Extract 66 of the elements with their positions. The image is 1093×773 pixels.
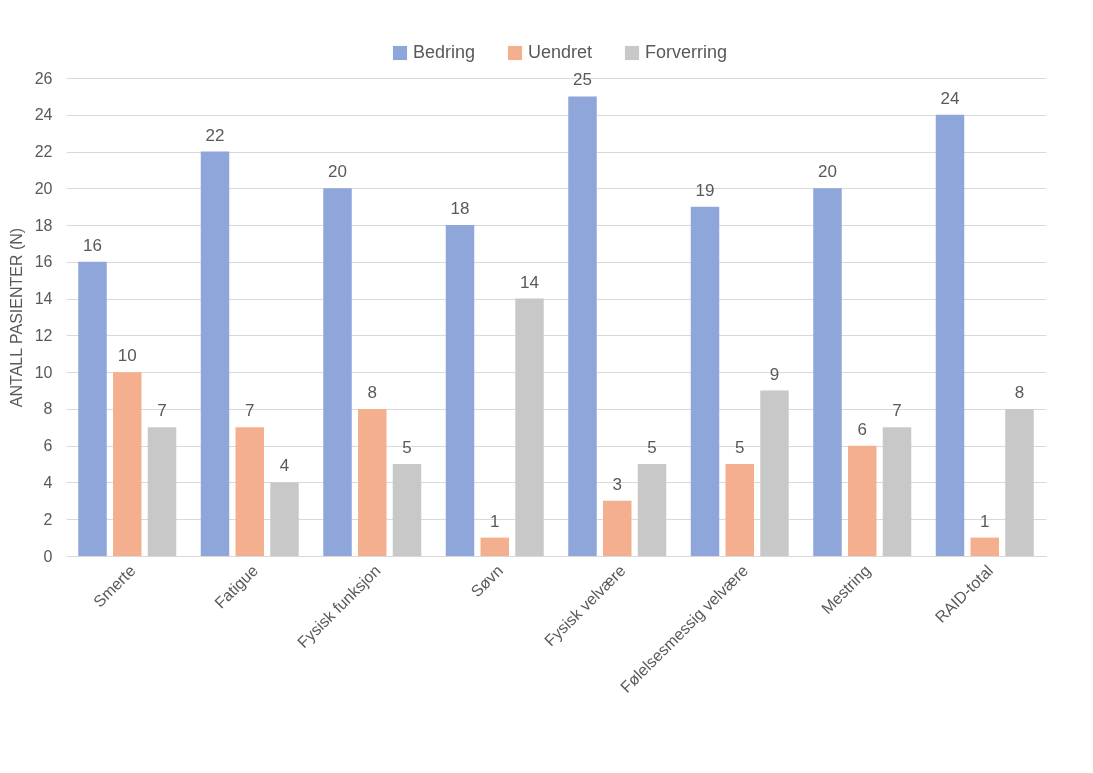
bar — [445, 225, 475, 556]
y-tick-label: 20 — [34, 179, 53, 197]
y-tick-label: 4 — [43, 473, 53, 491]
data-label: 4 — [279, 456, 290, 476]
data-label: 24 — [940, 88, 960, 108]
data-label: 20 — [328, 162, 347, 182]
bar — [113, 372, 142, 556]
y-axis-title: ANTALL PASIENTER (N) — [7, 227, 25, 408]
bar — [848, 445, 877, 556]
data-label: 19 — [695, 180, 715, 200]
y-tick-label: 0 — [43, 547, 53, 565]
bar — [813, 188, 842, 556]
bar — [882, 427, 912, 556]
data-label: 8 — [367, 382, 377, 402]
data-label: 16 — [83, 235, 102, 255]
legend-label: Uendret — [528, 42, 593, 62]
bar — [1005, 408, 1034, 556]
y-tick-label: 6 — [43, 437, 53, 455]
legend-label: Forverring — [645, 42, 728, 62]
data-label: 5 — [735, 438, 745, 458]
bar — [935, 114, 965, 556]
y-tick-label: 22 — [34, 143, 53, 161]
data-label: 5 — [402, 438, 412, 458]
data-label: 25 — [573, 70, 592, 90]
bar — [568, 96, 597, 556]
data-label: 20 — [818, 162, 837, 182]
data-label: 6 — [857, 419, 867, 439]
y-tick-label: 18 — [34, 216, 53, 234]
bar — [480, 537, 509, 556]
bar — [323, 188, 352, 556]
data-label: 9 — [769, 364, 780, 384]
data-label: 1 — [490, 511, 500, 531]
legend-label: Bedring — [413, 42, 476, 62]
y-tick-label: 24 — [34, 106, 53, 124]
data-label: 22 — [205, 125, 225, 145]
bar — [970, 537, 999, 556]
bar — [358, 408, 387, 556]
data-label: 14 — [520, 272, 539, 292]
y-tick-label: 8 — [43, 400, 53, 418]
bar — [760, 390, 789, 556]
y-tick-label: 10 — [34, 363, 53, 381]
bar — [78, 261, 107, 556]
y-tick-label: 16 — [34, 253, 53, 271]
bar — [515, 298, 544, 556]
data-label: 7 — [892, 401, 902, 421]
bar — [147, 427, 177, 556]
data-label: 3 — [612, 474, 622, 494]
bar — [200, 151, 230, 556]
bar — [392, 464, 422, 556]
data-label: 7 — [157, 401, 167, 421]
bar — [235, 427, 264, 556]
data-label: 18 — [450, 199, 470, 219]
bar — [725, 464, 754, 556]
y-tick-label: 14 — [34, 290, 53, 308]
y-tick-label: 12 — [34, 326, 53, 344]
bar — [690, 206, 720, 556]
data-label: 7 — [245, 401, 255, 421]
y-tick-label: 2 — [43, 510, 53, 528]
data-label: 1 — [980, 511, 990, 531]
data-label: 5 — [647, 438, 657, 458]
bar — [603, 500, 632, 556]
bar — [270, 482, 299, 556]
data-label: 8 — [1014, 382, 1025, 402]
bar — [637, 464, 667, 556]
data-label: 10 — [117, 346, 137, 366]
y-tick-label: 26 — [34, 69, 53, 87]
